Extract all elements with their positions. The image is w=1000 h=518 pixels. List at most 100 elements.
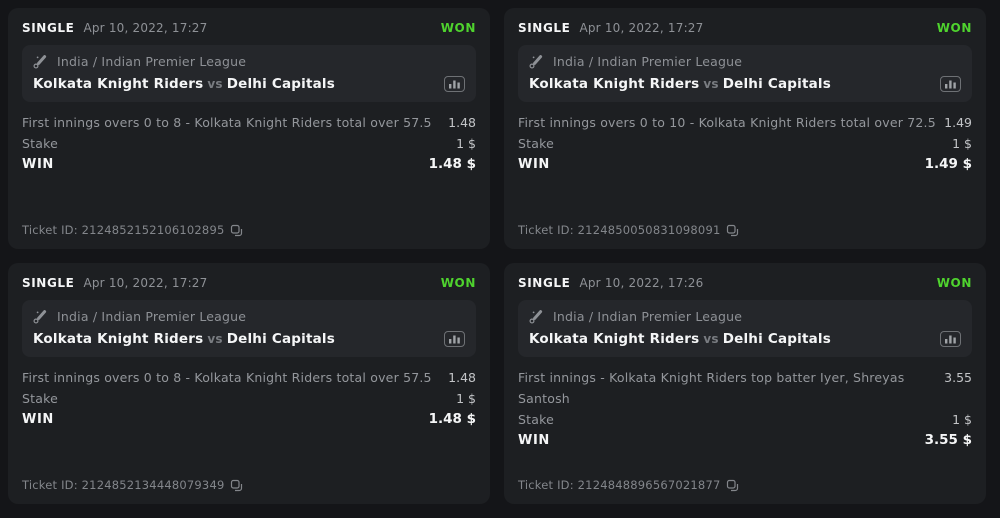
bet-details: First innings overs 0 to 8 - Kolkata Kni… [22, 367, 476, 430]
match-panel: India / Indian Premier League Kolkata Kn… [22, 300, 476, 357]
ticket-id: Ticket ID: 2124852152106102895 [22, 223, 225, 237]
bet-datetime: Apr 10, 2022, 17:27 [579, 21, 704, 35]
match-panel: India / Indian Premier League Kolkata Kn… [518, 300, 972, 357]
league-row: India / Indian Premier League [33, 54, 465, 69]
ticket-id: Ticket ID: 2124850050831098091 [518, 223, 721, 237]
bet-selection-row: First innings overs 0 to 10 - Kolkata Kn… [518, 112, 972, 133]
stake-value: 1 $ [456, 136, 476, 151]
bet-odds: 1.48 [448, 115, 476, 130]
win-row: WIN 1.49 $ [518, 154, 972, 175]
card-header: SINGLE Apr 10, 2022, 17:27 WON [518, 21, 972, 35]
stake-row: Stake 1 $ [518, 133, 972, 154]
win-row: WIN 1.48 $ [22, 409, 476, 430]
bet-selection-label: First innings overs 0 to 8 - Kolkata Kni… [22, 115, 432, 130]
card-header: SINGLE Apr 10, 2022, 17:27 WON [22, 276, 476, 290]
ticket-row: Ticket ID: 2124852152106102895 [22, 223, 476, 237]
bet-datetime: Apr 10, 2022, 17:27 [83, 276, 208, 290]
stake-label: Stake [518, 136, 554, 151]
home-team: Kolkata Knight Riders [33, 76, 204, 92]
away-team: Delhi Capitals [722, 76, 831, 92]
bet-type-label: SINGLE [518, 21, 571, 35]
bet-ticket-card: SINGLE Apr 10, 2022, 17:27 WON India / I… [504, 8, 986, 249]
match-panel: India / Indian Premier League Kolkata Kn… [22, 45, 476, 102]
home-team: Kolkata Knight Riders [529, 331, 700, 347]
card-header: SINGLE Apr 10, 2022, 17:26 WON [518, 276, 972, 290]
bet-selection-label: First innings - Kolkata Knight Riders to… [518, 370, 905, 406]
bar-chart-icon[interactable] [940, 76, 961, 92]
bet-selection-label: First innings overs 0 to 8 - Kolkata Kni… [22, 370, 432, 385]
win-value: 1.48 $ [428, 156, 476, 172]
ticket-row: Ticket ID: 2124848896567021877 [518, 478, 972, 492]
copy-icon[interactable] [726, 479, 739, 492]
vs-label: vs [703, 332, 719, 346]
bet-odds: 3.55 [944, 370, 972, 385]
stake-row: Stake 1 $ [22, 133, 476, 154]
bar-chart-icon[interactable] [940, 331, 961, 347]
win-row: WIN 3.55 $ [518, 430, 972, 451]
bet-odds: 1.48 [448, 370, 476, 385]
league-row: India / Indian Premier League [529, 309, 961, 324]
stake-row: Stake 1 $ [22, 388, 476, 409]
bet-odds: 1.49 [944, 115, 972, 130]
bet-type-label: SINGLE [22, 276, 75, 290]
cricket-bat-icon [529, 309, 544, 324]
match-row: Kolkata Knight Riders vs Delhi Capitals [33, 76, 465, 92]
copy-icon[interactable] [230, 224, 243, 237]
card-header: SINGLE Apr 10, 2022, 17:27 WON [22, 21, 476, 35]
match-name: Kolkata Knight Riders vs Delhi Capitals [529, 76, 831, 92]
stake-label: Stake [22, 391, 58, 406]
match-row: Kolkata Knight Riders vs Delhi Capitals [33, 331, 465, 347]
stake-label: Stake [518, 412, 554, 427]
vs-label: vs [207, 77, 223, 91]
ticket-id: Ticket ID: 2124852134448079349 [22, 478, 225, 492]
cricket-bat-icon [33, 54, 48, 69]
status-badge: WON [440, 276, 476, 290]
bet-type-label: SINGLE [22, 21, 75, 35]
away-team: Delhi Capitals [226, 76, 335, 92]
win-label: WIN [518, 157, 550, 172]
copy-icon[interactable] [726, 224, 739, 237]
league-name: India / Indian Premier League [57, 54, 247, 69]
status-badge: WON [936, 276, 972, 290]
bar-chart-icon[interactable] [444, 331, 465, 347]
ticket-row: Ticket ID: 2124850050831098091 [518, 223, 972, 237]
vs-label: vs [207, 332, 223, 346]
match-row: Kolkata Knight Riders vs Delhi Capitals [529, 76, 961, 92]
win-value: 3.55 $ [924, 432, 972, 448]
league-row: India / Indian Premier League [33, 309, 465, 324]
win-row: WIN 1.48 $ [22, 154, 476, 175]
league-name: India / Indian Premier League [553, 309, 743, 324]
bet-datetime: Apr 10, 2022, 17:26 [579, 276, 704, 290]
bet-datetime: Apr 10, 2022, 17:27 [83, 21, 208, 35]
status-badge: WON [936, 21, 972, 35]
match-row: Kolkata Knight Riders vs Delhi Capitals [529, 331, 961, 347]
match-name: Kolkata Knight Riders vs Delhi Capitals [33, 331, 335, 347]
bet-selection-row: First innings overs 0 to 8 - Kolkata Kni… [22, 112, 476, 133]
copy-icon[interactable] [230, 479, 243, 492]
home-team: Kolkata Knight Riders [33, 331, 204, 347]
bet-ticket-card: SINGLE Apr 10, 2022, 17:26 WON India / I… [504, 263, 986, 504]
cricket-bat-icon [33, 309, 48, 324]
bet-selection-label: First innings overs 0 to 10 - Kolkata Kn… [518, 115, 936, 130]
cricket-bat-icon [529, 54, 544, 69]
stake-value: 1 $ [952, 136, 972, 151]
ticket-row: Ticket ID: 2124852134448079349 [22, 478, 476, 492]
bar-chart-icon[interactable] [444, 76, 465, 92]
bet-ticket-card: SINGLE Apr 10, 2022, 17:27 WON India / I… [8, 263, 490, 504]
win-value: 1.49 $ [924, 156, 972, 172]
stake-label: Stake [22, 136, 58, 151]
bet-selection-row: First innings - Kolkata Knight Riders to… [518, 367, 972, 409]
match-name: Kolkata Knight Riders vs Delhi Capitals [529, 331, 831, 347]
bet-type-label: SINGLE [518, 276, 571, 290]
win-label: WIN [518, 433, 550, 448]
bet-details: First innings overs 0 to 8 - Kolkata Kni… [22, 112, 476, 175]
bet-details: First innings - Kolkata Knight Riders to… [518, 367, 972, 451]
bet-ticket-card: SINGLE Apr 10, 2022, 17:27 WON India / I… [8, 8, 490, 249]
bet-selection-row: First innings overs 0 to 8 - Kolkata Kni… [22, 367, 476, 388]
win-value: 1.48 $ [428, 411, 476, 427]
away-team: Delhi Capitals [722, 331, 831, 347]
ticket-id: Ticket ID: 2124848896567021877 [518, 478, 721, 492]
win-label: WIN [22, 412, 54, 427]
away-team: Delhi Capitals [226, 331, 335, 347]
match-name: Kolkata Knight Riders vs Delhi Capitals [33, 76, 335, 92]
